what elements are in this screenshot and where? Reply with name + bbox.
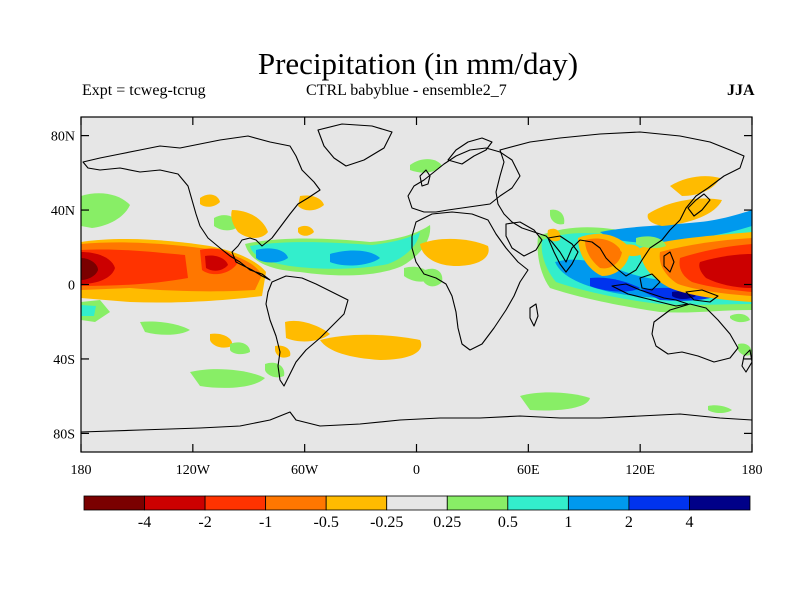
lon-tick-label: 0 [413, 463, 420, 478]
anomaly-region [298, 195, 324, 211]
colorbar-label: -0.5 [314, 514, 339, 531]
coastline-japan [687, 193, 711, 217]
anomaly-region [210, 333, 233, 348]
anomaly-region [140, 321, 190, 335]
colorbar-swatch [325, 495, 388, 511]
colorbar-swatch [689, 495, 751, 511]
colorbar: -4 -2 -1 -0.5 -0.25 0.25 0.5 1 2 4 [83, 495, 751, 531]
colorbar-label: -2 [198, 514, 211, 531]
coastline-antarctica [81, 411, 752, 433]
lon-tick-label: 60W [291, 463, 319, 478]
colorbar-label: 0.5 [498, 514, 518, 531]
anomaly-region [520, 392, 590, 411]
anomaly-region [547, 228, 561, 242]
colorbar-swatch [386, 495, 448, 511]
anomaly-region [200, 194, 220, 207]
comparison-label: CTRL babyblue - ensemble2_7 [306, 82, 507, 99]
experiment-label: Expt = tcweg-tcrug [82, 82, 206, 99]
colorbar-swatch [567, 495, 630, 511]
colorbar-label: 2 [625, 514, 633, 531]
anomaly-region [81, 305, 96, 316]
colorbar-swatch [83, 495, 145, 511]
coastline-europe [407, 147, 521, 213]
colorbar-label: 1 [564, 514, 572, 531]
coastline-north-america [82, 135, 321, 281]
anomaly-region [699, 254, 752, 288]
lon-tick-label: 180 [742, 463, 763, 478]
anomaly-region [205, 255, 228, 271]
colorbar-label: 4 [685, 514, 693, 531]
colorbar-swatch [628, 495, 690, 511]
coastline-borneo [639, 273, 661, 291]
coastline-scandinavia [447, 137, 493, 165]
coastline-indonesia [611, 283, 689, 307]
colorbar-swatch [144, 495, 206, 511]
season-label: JJA [727, 82, 755, 99]
precipitation-contours [81, 159, 752, 413]
anomaly-region [636, 236, 666, 249]
lon-tick-label: 60E [517, 463, 540, 478]
anomaly-region [708, 405, 732, 413]
colorbar-swatch [446, 495, 509, 511]
coastline-india [547, 235, 579, 273]
coastlines [81, 123, 752, 433]
anomaly-region [285, 320, 330, 342]
lat-tick-label: 0 [68, 279, 75, 294]
anomaly-region [298, 225, 314, 236]
colorbar-label: -0.25 [370, 514, 403, 531]
lat-tick-label: 40S [53, 353, 75, 368]
colorbar-swatch [507, 495, 569, 511]
anomaly-region [422, 268, 443, 287]
anomaly-region [81, 258, 98, 280]
coastline-madagascar [529, 303, 539, 327]
coastline-philippines [663, 251, 675, 273]
coastline-new-zealand [741, 349, 752, 373]
colorbar-label: 0.25 [433, 514, 461, 531]
lon-tick-label: 120E [625, 463, 655, 478]
anomaly-region [600, 210, 752, 243]
anomaly-region [670, 176, 720, 196]
anomaly-region [730, 313, 750, 323]
coastline-asia [495, 131, 745, 277]
anomaly-region [410, 159, 442, 173]
anomaly-region [738, 343, 752, 356]
anomaly-region [330, 250, 380, 266]
anomaly-region [81, 193, 130, 228]
lat-tick-label: 80S [53, 427, 75, 442]
coastline-british-isles [419, 169, 431, 187]
colorbar-label: -1 [259, 514, 272, 531]
figure-title: Precipitation (in mm/day) [257, 46, 579, 81]
anomaly-region [230, 342, 250, 355]
coastline-new-guinea [685, 289, 719, 303]
colorbar-swatch [265, 495, 327, 511]
anomaly-region [550, 209, 565, 225]
anomaly-region [620, 244, 642, 257]
lon-tick-label: 120W [176, 463, 211, 478]
anomaly-region [590, 277, 640, 292]
coastline-south-america [265, 275, 349, 387]
anomaly-region [190, 369, 265, 388]
colorbar-swatch [204, 495, 267, 511]
anomaly-region [420, 238, 489, 266]
anomaly-region [647, 198, 722, 226]
coastline-arabia [505, 221, 543, 257]
axis-ticks: 80N 40N 0 40S 80S 180 120W 60W 0 60E 120E 180 [51, 117, 763, 478]
lat-tick-label: 80N [51, 130, 75, 145]
colorbar-label: -4 [138, 514, 151, 531]
anomaly-region [256, 248, 288, 263]
lon-tick-label: 180 [71, 463, 92, 478]
anomaly-region [231, 210, 268, 238]
coastline-australia [651, 303, 739, 363]
coastline-africa [411, 211, 529, 351]
lat-tick-label: 40N [51, 204, 75, 219]
coastline-greenland [317, 123, 393, 167]
anomaly-region [320, 334, 422, 360]
